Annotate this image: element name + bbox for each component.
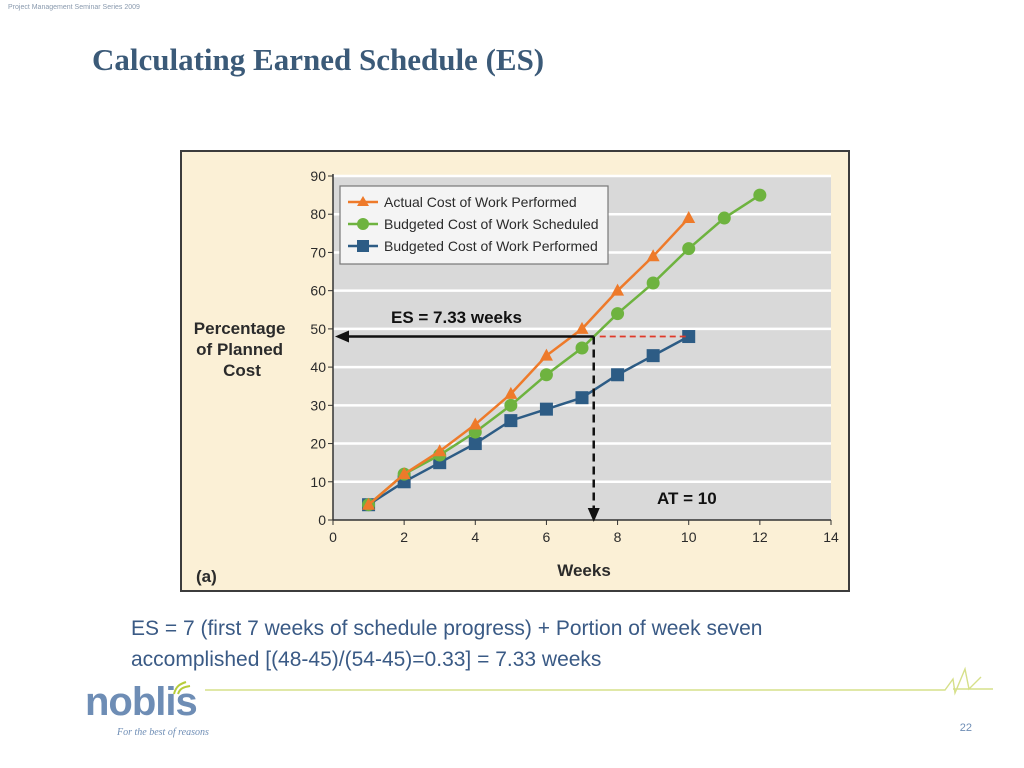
point-bcws-8 xyxy=(611,307,625,321)
y-tick-label-30: 30 xyxy=(310,397,326,413)
point-bcws-7 xyxy=(575,341,589,355)
seminar-series-label: Project Management Seminar Series 2009 xyxy=(8,4,140,11)
point-bcwp-7 xyxy=(575,391,589,405)
point-bcwp-4 xyxy=(468,437,482,451)
point-acwp-4 xyxy=(468,417,482,430)
caption-line-2: accomplished [(48-45)/(54-45)=0.33] = 7.… xyxy=(131,648,602,671)
y-tick-label-50: 50 xyxy=(310,321,326,337)
logo-tagline: For the best of reasons xyxy=(117,727,209,738)
point-bcwp-5 xyxy=(504,414,518,428)
y-tick-label-60: 60 xyxy=(310,283,326,299)
x-tick-label-14: 14 xyxy=(823,529,839,545)
y-tick-label-20: 20 xyxy=(310,436,326,452)
chart-frame: 0 10 20 30 40 50 60 70 80 90 0 2 4 6 8 10 12 14 Percenta… xyxy=(180,150,850,592)
x-tick-label-10: 10 xyxy=(681,529,697,545)
point-bcws-11 xyxy=(717,211,731,225)
legend-label-bcws: Budgeted Cost of Work Scheduled xyxy=(384,216,599,232)
y-tick-label-40: 40 xyxy=(310,359,326,375)
caption-line-1: ES = 7 (first 7 weeks of schedule progre… xyxy=(131,617,763,640)
point-acwp-3 xyxy=(433,444,447,457)
panel-label: (a) xyxy=(196,567,217,586)
y-tick-label-70: 70 xyxy=(310,244,326,260)
page-number: 22 xyxy=(959,722,972,734)
legend-label-acwp: Actual Cost of Work Performed xyxy=(384,194,577,210)
point-acwp-1 xyxy=(362,497,376,510)
x-tick-labels: 0 2 4 6 8 10 12 14 xyxy=(329,520,839,545)
es-annotation: ES = 7.33 weeks AT = 10 xyxy=(335,308,717,522)
point-acwp-8 xyxy=(611,283,625,296)
x-tick-label-4: 4 xyxy=(471,529,479,545)
point-bcws-9 xyxy=(646,276,660,290)
y-tick-labels: 0 10 20 30 40 50 60 70 80 90 xyxy=(310,168,333,528)
legend-marker-bcwp xyxy=(357,240,369,252)
es-drop-arrowhead xyxy=(587,508,600,522)
slide-title: Calculating Earned Schedule (ES) xyxy=(92,42,545,77)
x-axis-label: Weeks xyxy=(557,561,611,580)
logo-sprout-icon xyxy=(173,681,191,695)
legend-box xyxy=(339,185,609,265)
series-layer xyxy=(362,188,767,512)
series-line-bcws xyxy=(367,194,761,506)
legend: Actual Cost of Work Performed Budgeted C… xyxy=(339,185,609,265)
series-line-bcwp xyxy=(367,335,690,506)
point-bcws-12 xyxy=(753,188,767,202)
x-tick-label-12: 12 xyxy=(752,529,768,545)
caption: ES = 7 (first 7 weeks of schedule progre… xyxy=(131,613,931,675)
footer-decorative-line xyxy=(205,666,993,696)
x-tick-label-2: 2 xyxy=(400,529,408,545)
axes xyxy=(332,174,831,521)
noblis-logo: noblis xyxy=(85,680,198,724)
point-acwp-5 xyxy=(504,386,518,399)
x-tick-label-8: 8 xyxy=(614,529,622,545)
point-acwp-2 xyxy=(397,467,411,480)
legend-marker-bcws xyxy=(357,218,369,230)
point-acwp-9 xyxy=(646,249,660,262)
legend-label-bcwp: Budgeted Cost of Work Performed xyxy=(384,238,598,254)
chart-svg: 0 10 20 30 40 50 60 70 80 90 0 2 4 6 8 10 12 14 Percenta… xyxy=(194,168,839,586)
y-tick-label-10: 10 xyxy=(310,474,326,490)
at-label: AT = 10 xyxy=(657,489,717,508)
y-tick-label-0: 0 xyxy=(318,512,326,528)
point-bcwp-10 xyxy=(682,330,696,344)
y-tick-label-80: 80 xyxy=(310,206,326,222)
es-arrowhead xyxy=(335,330,349,343)
point-acwp-10 xyxy=(682,211,696,224)
point-bcwp-6 xyxy=(539,402,553,416)
es-label: ES = 7.33 weeks xyxy=(391,308,522,327)
y-tick-label-90: 90 xyxy=(310,168,326,184)
legend-marker-acwp xyxy=(357,196,369,206)
point-acwp-7 xyxy=(575,321,589,334)
point-acwp-6 xyxy=(539,348,553,361)
point-bcws-6 xyxy=(539,368,553,382)
x-tick-label-0: 0 xyxy=(329,529,337,545)
series-line-acwp xyxy=(367,217,690,506)
y-axis-label: Percentage of Planned Cost xyxy=(194,319,290,380)
footer-line-path xyxy=(205,666,993,696)
x-tick-label-6: 6 xyxy=(543,529,551,545)
point-bcwp-9 xyxy=(646,349,660,363)
point-bcwp-8 xyxy=(611,368,625,382)
point-bcws-10 xyxy=(682,242,696,256)
point-bcws-5 xyxy=(504,398,518,412)
